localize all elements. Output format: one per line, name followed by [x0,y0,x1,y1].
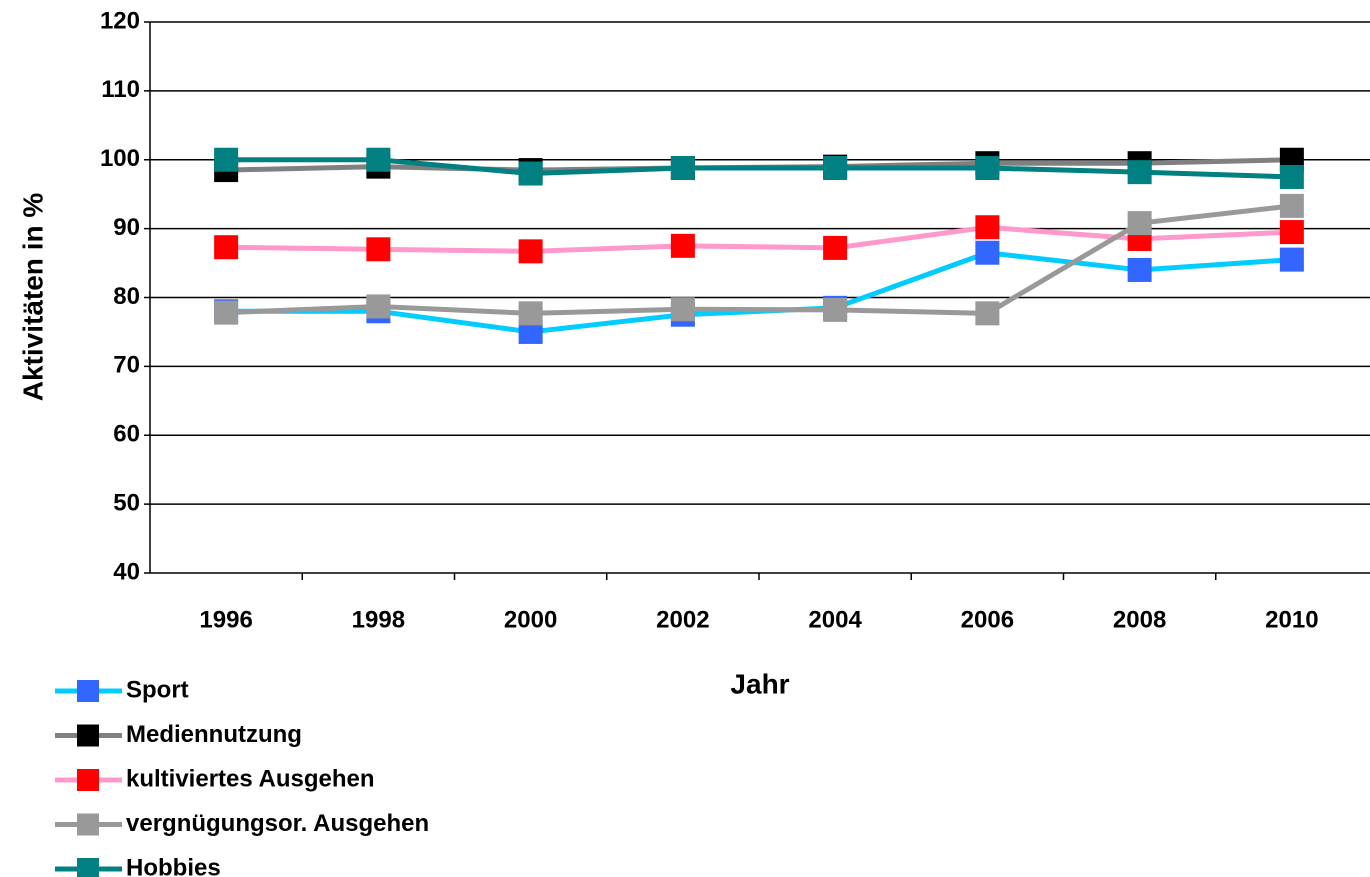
marker [1279,164,1304,189]
y-tick-label: 60 [113,421,140,448]
marker [1127,257,1152,282]
x-tick-label: 2006 [961,606,1014,633]
marker [670,297,695,322]
legend-marker [77,769,99,791]
marker [1127,160,1152,185]
legend-marker [77,680,99,702]
marker [670,233,695,258]
y-axis-label: Aktivitäten in % [17,193,48,402]
legend-label: kultiviertes Ausgehen [126,765,375,792]
marker [823,235,848,260]
legend-marker [77,858,99,877]
legend-label: Sport [126,676,189,703]
y-tick-label: 100 [100,145,140,172]
marker [518,239,543,264]
marker [366,294,391,319]
marker [670,156,695,181]
marker [975,156,1000,181]
legend-label: Mediennutzung [126,721,302,748]
marker [518,301,543,326]
x-tick-label: 1996 [199,606,252,633]
series-line [226,157,1292,180]
legend-label: vergnügungsor. Ausgehen [126,810,429,837]
marker [1127,211,1152,236]
x-tick-label: 2002 [656,606,709,633]
marker [975,240,1000,265]
marker [823,297,848,322]
series-line [226,203,1293,316]
marker [366,147,391,172]
marker [823,156,848,181]
x-axis-label: Jahr [730,668,789,699]
marker [214,147,239,172]
marker [518,161,543,186]
marker [214,300,239,325]
x-tick-label: 2000 [504,606,557,633]
y-tick-label: 80 [113,283,140,310]
marker [975,215,1000,240]
legend-label: Hobbies [126,854,221,877]
legend-marker [77,724,99,747]
x-tick-label: 2008 [1113,606,1166,633]
y-tick-label: 120 [100,7,140,34]
x-tick-label: 1998 [352,606,405,633]
marker [214,235,239,260]
y-tick-label: 50 [113,489,140,516]
x-tick-label: 2010 [1265,606,1318,633]
marker [1279,247,1304,272]
y-tick-label: 70 [113,352,140,379]
marker [366,237,391,262]
x-tick-label: 2004 [808,606,862,633]
y-tick-label: 40 [113,558,140,585]
legend-marker [77,813,99,836]
y-tick-label: 110 [101,76,140,103]
y-tick-label: 90 [113,214,140,241]
marker [975,301,1000,326]
marker [1279,220,1304,245]
marker [1279,193,1304,218]
